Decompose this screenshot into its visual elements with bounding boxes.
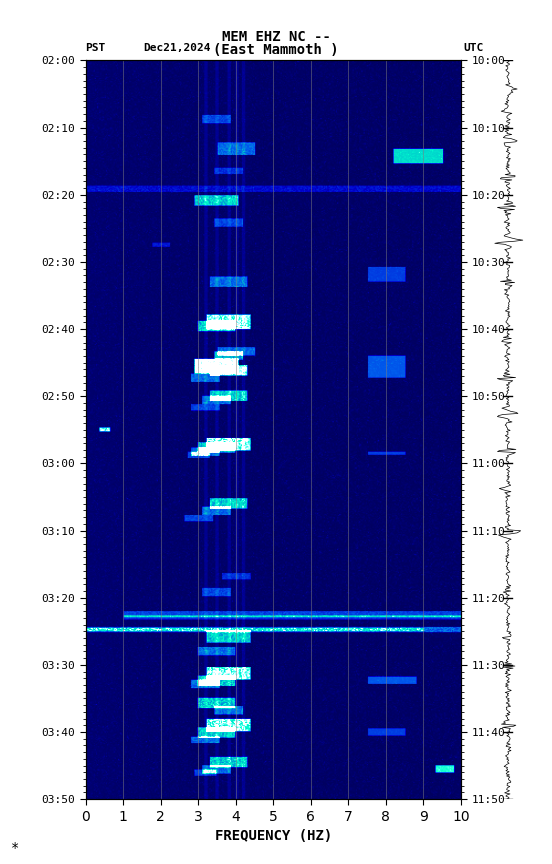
Text: (East Mammoth ): (East Mammoth ) (213, 43, 339, 57)
Text: Dec21,2024: Dec21,2024 (144, 43, 211, 54)
Text: UTC: UTC (464, 43, 484, 54)
Text: *: * (11, 842, 19, 855)
Text: PST: PST (86, 43, 106, 54)
X-axis label: FREQUENCY (HZ): FREQUENCY (HZ) (215, 829, 332, 843)
Text: MEM EHZ NC --: MEM EHZ NC -- (221, 30, 331, 44)
